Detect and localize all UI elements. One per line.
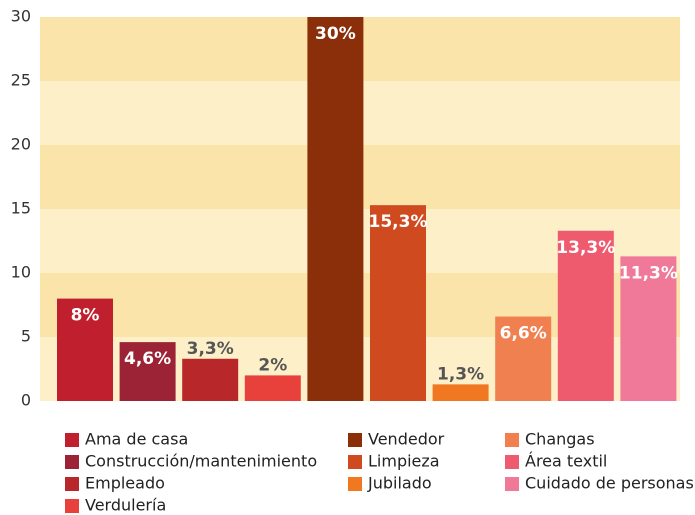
y-tick-label: 0	[21, 391, 31, 410]
y-tick-label: 15	[11, 199, 31, 218]
legend-swatch	[505, 477, 519, 491]
legend-label: Construcción/mantenimiento	[85, 452, 317, 471]
value-label: 15,3%	[369, 212, 428, 232]
value-label: 11,3%	[619, 263, 678, 283]
legend-label: Empleado	[85, 474, 165, 493]
value-label: 13,3%	[556, 238, 615, 258]
y-tick-label: 20	[11, 135, 31, 154]
legend-label: Limpieza	[368, 452, 440, 471]
y-tick-label: 10	[11, 263, 31, 282]
legend-swatch	[65, 499, 79, 513]
bar	[182, 358, 239, 401]
bar	[244, 375, 301, 401]
legend-swatch	[65, 477, 79, 491]
legend-swatch	[65, 455, 79, 469]
bar	[57, 298, 113, 401]
legend-label: Ama de casa	[85, 430, 188, 449]
value-label: 1,3%	[437, 364, 484, 384]
bar	[620, 256, 677, 401]
bar	[495, 316, 552, 401]
legend-swatch	[65, 433, 79, 447]
bar	[557, 230, 614, 401]
value-label: 8%	[71, 306, 100, 326]
bar	[307, 17, 364, 401]
legend-swatch	[505, 433, 519, 447]
legend-swatch	[348, 433, 362, 447]
y-tick-label: 5	[21, 327, 31, 346]
legend-label: Cuidado de personas	[525, 474, 694, 493]
value-label: 3,3%	[187, 339, 234, 359]
y-tick-label: 30	[11, 7, 31, 26]
value-label: 2%	[258, 355, 287, 375]
bar	[370, 205, 426, 401]
legend-label: Changas	[525, 430, 595, 449]
legend-swatch	[348, 477, 362, 491]
legend-swatch	[505, 455, 519, 469]
value-label: 4,6%	[124, 349, 171, 369]
value-label: 30%	[315, 24, 356, 44]
y-tick-label: 25	[11, 71, 31, 90]
legend-label: Vendedor	[368, 430, 445, 449]
legend-label: Verdulería	[85, 496, 166, 515]
value-label: 6,6%	[500, 324, 547, 344]
legend-label: Área textil	[525, 452, 607, 471]
bar	[119, 342, 176, 401]
legend-swatch	[348, 455, 362, 469]
legend-label: Jubilado	[367, 474, 432, 493]
bar	[432, 384, 489, 401]
